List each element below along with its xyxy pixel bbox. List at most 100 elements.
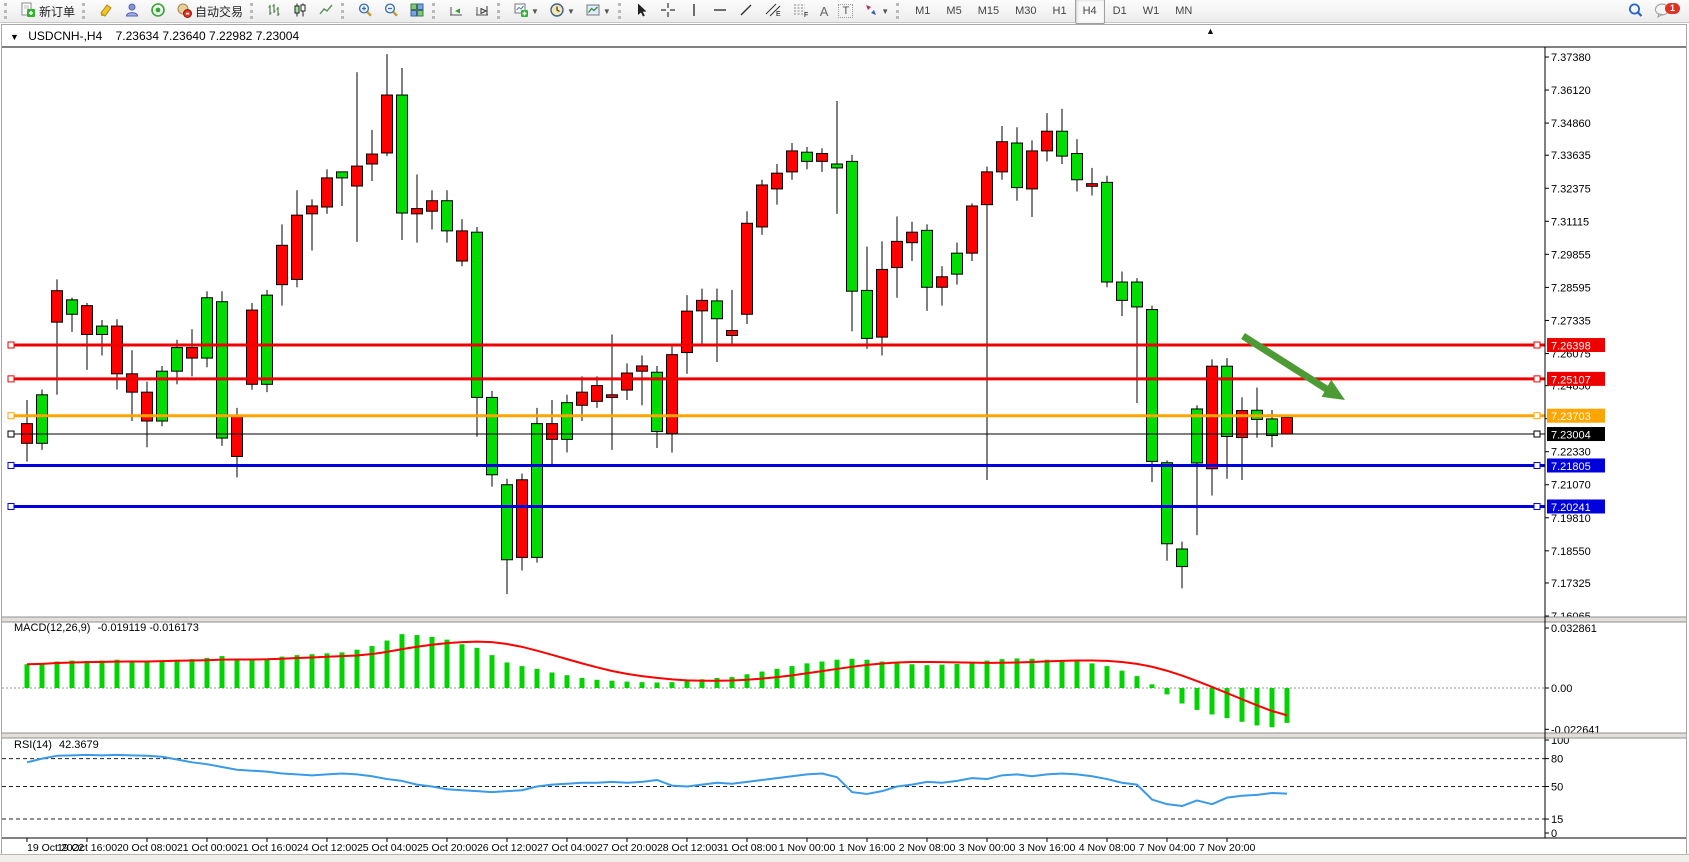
candle-body [1086,183,1098,187]
toolbar-grip[interactable] [497,3,504,19]
time-tick-label: 19 Oct 16:00 [57,842,117,854]
candle-body [666,354,678,435]
terminal-button[interactable] [120,0,144,22]
candle-body [876,268,888,338]
candle-body [1101,181,1113,283]
autotrading-button[interactable]: 自动交易 [172,0,247,22]
price-badge [1547,338,1605,353]
candle-body [141,391,153,422]
line-handle [1533,461,1541,469]
toolbar-grip[interactable] [250,3,257,19]
candle-body [381,94,393,154]
trend-arrow-annotation[interactable] [1241,333,1345,400]
fibonacci-tool-button[interactable]: F [788,0,814,22]
toolbar-grip[interactable] [617,3,625,19]
candle-body [801,151,813,162]
toolbar-grip[interactable] [896,3,903,19]
timeframe-button-M5[interactable]: M5 [946,5,962,17]
macd-bar [474,647,480,688]
timeframe-button-M1[interactable]: M1 [915,5,931,17]
timeframe-button-MN[interactable]: MN [1175,5,1193,17]
crosshair-tool-button[interactable] [656,0,680,22]
metaeditor-button[interactable] [94,0,118,22]
cursor-tool-button[interactable] [630,0,654,22]
templates-button[interactable]: ▼ [581,0,615,22]
zoom-out-button[interactable] [379,0,403,22]
candle-body [126,373,138,393]
candle-body [321,177,333,208]
macd-bar [984,660,990,688]
candle-body [1176,548,1188,568]
macd-bar [939,664,945,688]
macd-bar [339,652,345,688]
timeframe-button-M30[interactable]: M30 [1015,5,1037,17]
window-arrow-icon[interactable]: ▲ [1206,26,1215,36]
periods-button[interactable]: ▼ [545,0,579,22]
macd-bar [594,679,600,688]
timeframe-button-D1[interactable]: D1 [1112,5,1127,17]
toolbar-grip[interactable] [432,3,439,19]
text-label-tool-button[interactable]: T [834,0,857,22]
auto-scroll-button[interactable] [444,0,468,22]
macd-bar [519,666,525,688]
macd-bar [954,663,960,688]
cursor-icon [634,2,650,21]
signals-button[interactable] [146,0,170,22]
candle-body [1236,410,1248,439]
price-tick-label: 7.37380 [1551,52,1591,64]
price-badge [1547,408,1605,423]
bar-chart-button[interactable] [262,0,286,22]
trend-arrow-shaft [1241,333,1330,393]
toolbar-grip[interactable] [341,3,348,19]
time-tick-label: 21 Oct 16:00 [237,842,297,854]
macd-bar [624,681,630,688]
search-button[interactable] [1623,1,1648,23]
dropdown-arrow-icon: ▼ [566,6,575,16]
candle-body [621,372,633,391]
candle-body [1266,418,1278,436]
toolbar-grip[interactable] [4,3,11,19]
vertical-line-tool-button[interactable] [682,0,706,22]
symbol-dropdown-icon[interactable]: ▼ [10,32,19,42]
chart-shift-button[interactable] [470,0,494,22]
toolbar-grip[interactable] [82,3,89,19]
horizontal-level-lines[interactable] [7,341,1545,510]
horizontal-line-tool-button[interactable] [708,0,732,22]
timeframe-button-H4[interactable]: H4 [1074,0,1105,24]
arrows-tool-button[interactable]: ▼ [859,0,893,22]
candle-body [396,94,408,214]
line-handle [7,341,15,349]
macd-bar [219,656,225,688]
candle-body [891,240,903,269]
trendline-tool-button[interactable] [734,0,758,22]
panel-separator [2,617,1686,622]
panel-separators[interactable] [2,47,1686,838]
price-axis[interactable]: 7.37380 7.36120 7.34860 7.33635 7.32375 7.311… [1545,52,1605,623]
macd-bar [504,662,510,688]
price-tick-label: 7.36120 [1551,85,1591,97]
equidistant-channel-tool-button[interactable]: E [760,0,786,22]
chat-button[interactable]: 1 [1650,1,1680,23]
timeframe-button-H1[interactable]: H1 [1052,5,1067,17]
price-badge-label: 7.26398 [1551,341,1591,353]
zoom-in-button[interactable] [353,0,377,22]
new-chart-button[interactable]: ▼ [509,0,543,22]
timeframe-button-W1[interactable]: W1 [1142,5,1160,17]
candle-body [501,484,513,561]
line-chart-button[interactable] [314,0,338,22]
macd-bar [1179,688,1185,704]
macd-bar [279,656,285,688]
new-order-button[interactable]: 新订单 [16,0,79,22]
new-chart-icon [513,2,529,21]
price-tick-label: 7.27335 [1551,315,1591,327]
tile-windows-button[interactable] [405,0,429,22]
candlestick-chart-button[interactable] [288,0,312,22]
macd-bar [429,636,435,688]
timeframe-button-M15[interactable]: M15 [977,5,1000,17]
candle-body [756,184,768,228]
text-tool-button[interactable]: A [816,0,833,22]
candle-body [276,244,288,286]
macd-bar [924,665,930,688]
